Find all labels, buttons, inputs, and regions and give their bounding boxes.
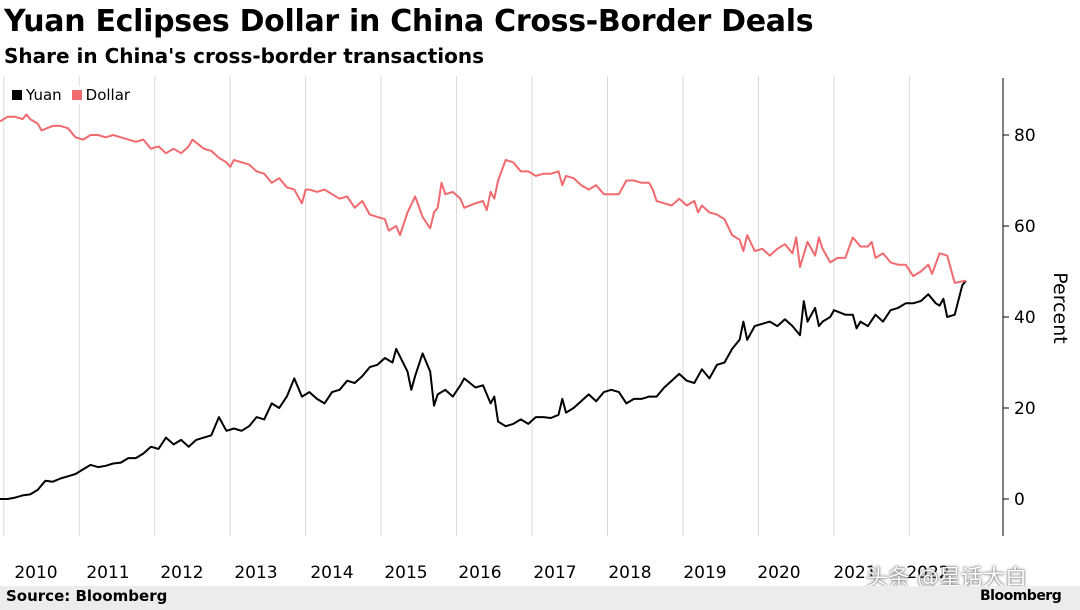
x-tick-label: 2020 <box>757 563 800 583</box>
legend-swatch-dollar <box>71 90 82 100</box>
x-tick-label: 2018 <box>608 563 651 583</box>
bloomberg-logo: Bloomberg <box>980 588 1062 604</box>
y-tick-label: 20 <box>1014 399 1036 419</box>
series-line-yuan <box>0 279 967 500</box>
axis-layer: 2010 2011 2012 2013 2014 2015 2016 2017 2018 2019… <box>14 78 1071 583</box>
series-line-dollar <box>0 113 967 284</box>
x-tick-label: 2021 <box>833 563 876 583</box>
x-tick-label: 2015 <box>384 563 427 583</box>
x-tick-label: 2022 <box>906 563 949 583</box>
x-tick-label: 2016 <box>458 563 501 583</box>
y-tick-label: 0 <box>1014 490 1025 510</box>
grid-layer <box>3 76 910 536</box>
legend-swatch-yuan <box>12 90 22 100</box>
y-tick-label: 40 <box>1014 308 1036 328</box>
x-tick-label: 2010 <box>14 563 57 583</box>
chart-title: Yuan Eclipses Dollar in China Cross-Bord… <box>4 4 814 39</box>
x-tick-label: 2013 <box>234 563 277 583</box>
x-tick-label: 2019 <box>683 563 726 583</box>
x-tick-label: 2014 <box>310 563 353 583</box>
line-chart: 2010 2011 2012 2013 2014 2015 2016 2017 2018 2019… <box>0 76 1080 586</box>
y-axis-title: Percent <box>1049 272 1071 344</box>
x-tick-label: 2017 <box>533 563 576 583</box>
legend-label-dollar: Dollar <box>85 86 131 104</box>
series-layer <box>0 113 967 500</box>
y-tick-label: 80 <box>1014 126 1036 146</box>
x-tick-label: 2012 <box>160 563 203 583</box>
legend-item-yuan: Yuan <box>12 86 62 104</box>
chart-subtitle: Share in China's cross-border transactio… <box>4 44 484 68</box>
legend-label-yuan: Yuan <box>26 86 62 104</box>
source-note: Source: Bloomberg <box>6 587 168 605</box>
chart-legend: Yuan Dollar <box>8 86 135 104</box>
source-bar <box>0 586 1080 610</box>
legend-item-dollar: Dollar <box>71 86 131 104</box>
y-tick-label: 60 <box>1014 217 1036 237</box>
x-tick-label: 2011 <box>86 563 129 583</box>
